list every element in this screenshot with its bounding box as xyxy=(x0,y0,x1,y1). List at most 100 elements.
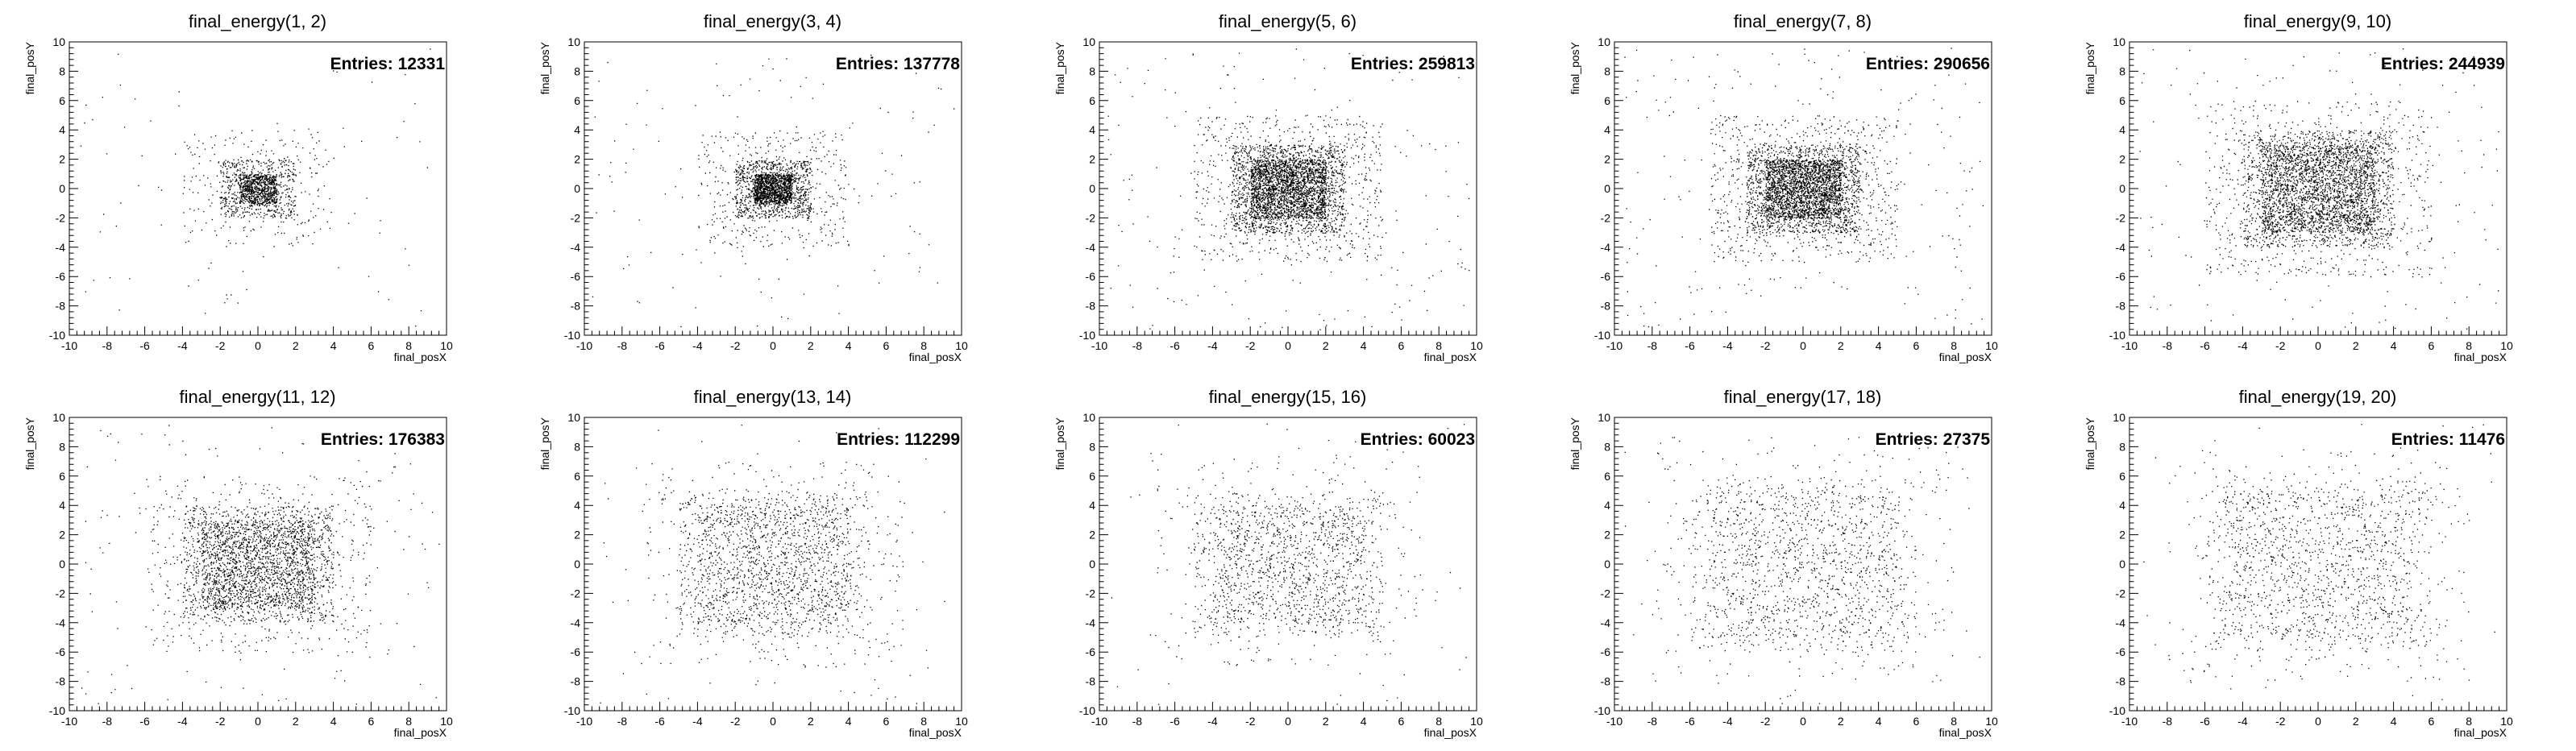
y-tick-label: -4 xyxy=(571,616,581,629)
y-axis-label: final_posY xyxy=(2084,41,2096,94)
x-tick-label: 6 xyxy=(1913,715,1920,728)
axis-ticks xyxy=(2129,417,2507,712)
x-tick-label: 2 xyxy=(2353,339,2359,352)
panel-title: final_energy(13, 14) xyxy=(694,387,852,407)
x-tick-label: -8 xyxy=(2163,339,2173,352)
entries-label: Entries: 27375 xyxy=(1876,430,1991,449)
x-tick-label: 10 xyxy=(1985,339,1998,352)
x-tick-label: 6 xyxy=(1398,339,1405,352)
y-tick-label: 2 xyxy=(1089,153,1095,166)
y-tick-label: -6 xyxy=(571,270,581,283)
panel-title: final_energy(11, 12) xyxy=(179,387,335,407)
scatter-plot: -10-10-8-8-6-6-4-4-2-200224466881010fina… xyxy=(23,11,453,363)
x-tick-label: -4 xyxy=(1722,339,1733,352)
x-tick-label: 10 xyxy=(955,339,968,352)
x-tick-label: 0 xyxy=(1800,339,1806,352)
y-tick-label: -10 xyxy=(1079,704,1095,717)
x-tick-label: -2 xyxy=(215,715,226,728)
x-tick-label: -10 xyxy=(1606,715,1622,728)
x-tick-label: 0 xyxy=(255,715,261,728)
x-tick-label: -8 xyxy=(102,339,113,352)
x-tick-label: 10 xyxy=(2500,339,2513,352)
x-tick-label: 2 xyxy=(808,339,814,352)
y-axis-label: final_posY xyxy=(1568,417,1581,470)
x-tick-label: 6 xyxy=(368,339,375,352)
y-tick-label: 0 xyxy=(1604,182,1610,195)
axis-ticks xyxy=(1099,417,1477,712)
x-tick-label: -6 xyxy=(1685,715,1695,728)
x-tick-label: 6 xyxy=(883,715,890,728)
x-axis-label: final_posX xyxy=(909,351,962,363)
y-tick-label: 6 xyxy=(1604,470,1610,483)
plot-frame xyxy=(1614,417,1992,712)
x-tick-label: -6 xyxy=(2200,715,2210,728)
y-tick-label: -2 xyxy=(1086,587,1096,600)
y-tick-label: -6 xyxy=(571,645,581,658)
scatter-points xyxy=(600,425,945,704)
y-axis-label: final_posY xyxy=(1053,417,1066,470)
x-tick-label: -10 xyxy=(2121,339,2138,352)
y-tick-label: 2 xyxy=(574,529,580,541)
y-tick-label: -10 xyxy=(1594,704,1610,717)
x-tick-label: 6 xyxy=(2429,715,2435,728)
y-tick-label: 6 xyxy=(1089,470,1095,483)
scatter-plot: -10-10-8-8-6-6-4-4-2-200224466881010fina… xyxy=(2084,387,2513,739)
y-tick-label: -10 xyxy=(1079,329,1095,342)
y-tick-label: -2 xyxy=(2116,587,2126,600)
x-tick-label: 0 xyxy=(1800,715,1806,728)
axis-ticks xyxy=(584,417,962,712)
x-tick-label: -8 xyxy=(1647,715,1658,728)
entries-label: Entries: 290656 xyxy=(1866,55,1990,73)
x-tick-label: -6 xyxy=(654,339,665,352)
x-tick-label: -4 xyxy=(2237,339,2248,352)
y-tick-label: 8 xyxy=(2119,64,2125,77)
x-axis-label: final_posX xyxy=(1424,351,1477,363)
y-tick-label: 0 xyxy=(1604,558,1610,571)
scatter-plot: -10-10-8-8-6-6-4-4-2-200224466881010fina… xyxy=(1053,11,1483,363)
x-tick-label: 10 xyxy=(1470,715,1483,728)
y-tick-label: -8 xyxy=(2116,300,2126,313)
y-tick-label: -6 xyxy=(1086,270,1096,283)
x-tick-label: -6 xyxy=(139,715,150,728)
scatter-points xyxy=(1624,48,1984,328)
x-tick-label: -2 xyxy=(1760,715,1771,728)
histogram-panel: -10 -10 -8 -8 -6 -6 -4 -4 -2 -2 0 0 2 2 4 4 6 6 8 8 10 10 fina… xyxy=(515,376,1030,751)
y-tick-label: 8 xyxy=(574,64,580,77)
y-tick-label: 6 xyxy=(1604,94,1610,107)
y-tick-label: -8 xyxy=(56,675,66,688)
x-tick-label: 4 xyxy=(330,715,337,728)
y-tick-label: 4 xyxy=(2119,499,2125,512)
x-tick-label: 0 xyxy=(1285,339,1291,352)
x-tick-label: 4 xyxy=(1876,715,1882,728)
scatter-plot: -10-10-8-8-6-6-4-4-2-200224466881010fina… xyxy=(538,387,968,739)
x-tick-label: 2 xyxy=(1323,339,1329,352)
scatter-points xyxy=(1624,437,1980,704)
x-tick-label: 8 xyxy=(405,339,412,352)
x-tick-label: 0 xyxy=(770,715,776,728)
y-axis-label: final_posY xyxy=(538,417,551,470)
y-tick-label: 2 xyxy=(1604,153,1610,166)
y-tick-label: 0 xyxy=(574,558,580,571)
y-tick-label: 0 xyxy=(2119,558,2125,571)
y-tick-label: -2 xyxy=(56,587,66,600)
y-tick-label: -4 xyxy=(2116,241,2126,254)
y-tick-label: -4 xyxy=(1601,241,1611,254)
y-tick-label: -8 xyxy=(571,675,581,688)
scatter-points xyxy=(2143,424,2495,700)
x-tick-label: 6 xyxy=(368,715,375,728)
y-tick-label: 6 xyxy=(2119,94,2125,107)
y-tick-label: -10 xyxy=(1594,329,1610,342)
y-tick-label: 8 xyxy=(59,64,65,77)
y-tick-label: 4 xyxy=(1604,123,1610,136)
x-tick-label: -10 xyxy=(1091,715,1107,728)
x-tick-label: -10 xyxy=(576,339,592,352)
x-tick-label: -8 xyxy=(1647,339,1658,352)
x-axis-label: final_posX xyxy=(1424,726,1477,739)
x-tick-label: -10 xyxy=(576,715,592,728)
x-tick-label: -2 xyxy=(730,715,741,728)
y-tick-label: -2 xyxy=(1601,211,1611,224)
plot-frame xyxy=(2129,417,2507,712)
entries-label: Entries: 11476 xyxy=(2391,430,2505,449)
y-tick-label: 10 xyxy=(567,35,580,48)
